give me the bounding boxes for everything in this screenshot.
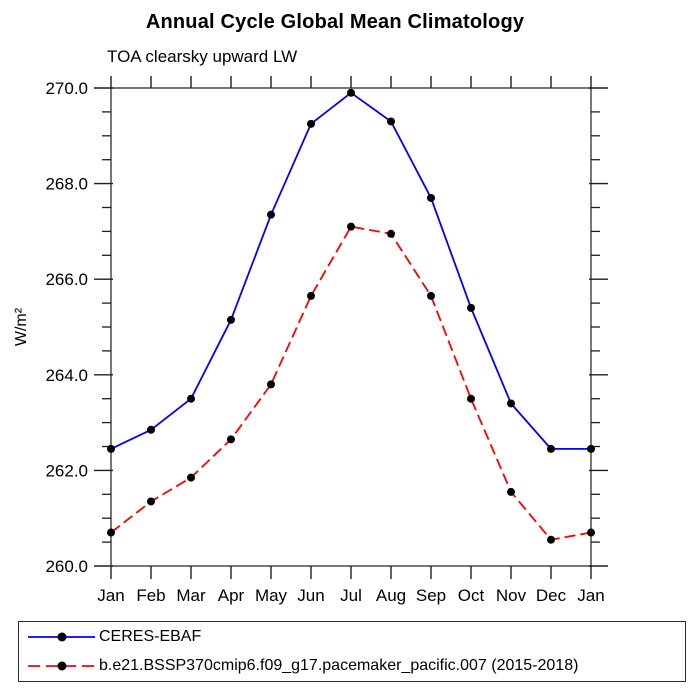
- series-0-marker: [187, 394, 195, 403]
- x-tick-label: Jan: [577, 586, 604, 605]
- series-1-marker: [467, 394, 475, 403]
- x-tick-label: Dec: [536, 586, 567, 605]
- series-1-marker: [507, 487, 515, 496]
- legend-item-model: b.e21.BSSP370cmip6.f09_g17.pacemaker_pac…: [19, 652, 685, 681]
- series-0-marker: [587, 444, 595, 453]
- y-tick-label: 260.0: [45, 557, 88, 576]
- plot-frame: [110, 87, 592, 567]
- series-0-marker: [427, 193, 435, 202]
- series-1-marker: [147, 497, 155, 506]
- series-1-marker: [347, 222, 355, 231]
- y-tick-label: 270.0: [45, 79, 88, 98]
- legend-marker-model: [57, 661, 67, 671]
- legend-line-sample-dashed: [28, 661, 95, 671]
- legend-label-model: b.e21.BSSP370cmip6.f09_g17.pacemaker_pac…: [99, 657, 579, 674]
- x-tick-label: May: [255, 586, 288, 605]
- x-tick-label: Aug: [376, 586, 406, 605]
- legend-item-ceres: CERES-EBAF: [19, 623, 685, 652]
- legend-marker-ceres: [57, 632, 67, 642]
- series-1-marker: [547, 535, 555, 544]
- y-tick-label: 264.0: [45, 366, 88, 385]
- x-tick-label: Jan: [97, 586, 124, 605]
- series-0-marker: [267, 210, 275, 219]
- y-axis-title: W/m²: [13, 307, 30, 346]
- series-0-marker: [347, 88, 355, 97]
- series-1-marker: [267, 380, 275, 389]
- series-1-marker: [227, 435, 235, 444]
- series-0-marker: [467, 303, 475, 312]
- legend-line-sample-solid: [28, 632, 95, 642]
- series-1-marker: [387, 229, 395, 238]
- legend: CERES-EBAF b.e21.BSSP370cmip6.f09_g17.pa…: [18, 621, 686, 682]
- x-tick-label: Jul: [340, 586, 362, 605]
- series-1-marker: [587, 528, 595, 537]
- series-1-marker: [187, 473, 195, 482]
- series-0-marker: [227, 315, 235, 324]
- x-tick-label: Mar: [176, 586, 206, 605]
- y-tick-label: 262.0: [45, 461, 88, 480]
- series-0-marker: [307, 119, 315, 128]
- series-0-marker: [507, 399, 515, 408]
- y-tick-label: 266.0: [45, 270, 88, 289]
- chart-title: Annual Cycle Global Mean Climatology: [145, 11, 525, 33]
- series-0-marker: [107, 444, 115, 453]
- series-line-1: [110, 225, 592, 541]
- series-1-marker: [307, 291, 315, 300]
- x-tick-label: Feb: [136, 586, 165, 605]
- series-0-marker: [547, 444, 555, 453]
- x-tick-label: Oct: [458, 586, 485, 605]
- x-tick-label: Nov: [496, 586, 527, 605]
- series-1-marker: [107, 528, 115, 537]
- series-line-0: [110, 91, 591, 450]
- series-0-marker: [147, 425, 155, 434]
- x-tick-label: Sep: [416, 586, 446, 605]
- x-tick-label: Jun: [297, 586, 324, 605]
- x-tick-label: Apr: [218, 586, 245, 605]
- series-0-marker: [387, 117, 395, 126]
- series-1-marker: [427, 291, 435, 300]
- y-tick-label: 268.0: [45, 175, 88, 194]
- legend-label-ceres: CERES-EBAF: [99, 628, 202, 645]
- chart-subtitle: TOA clearsky upward LW: [107, 47, 298, 66]
